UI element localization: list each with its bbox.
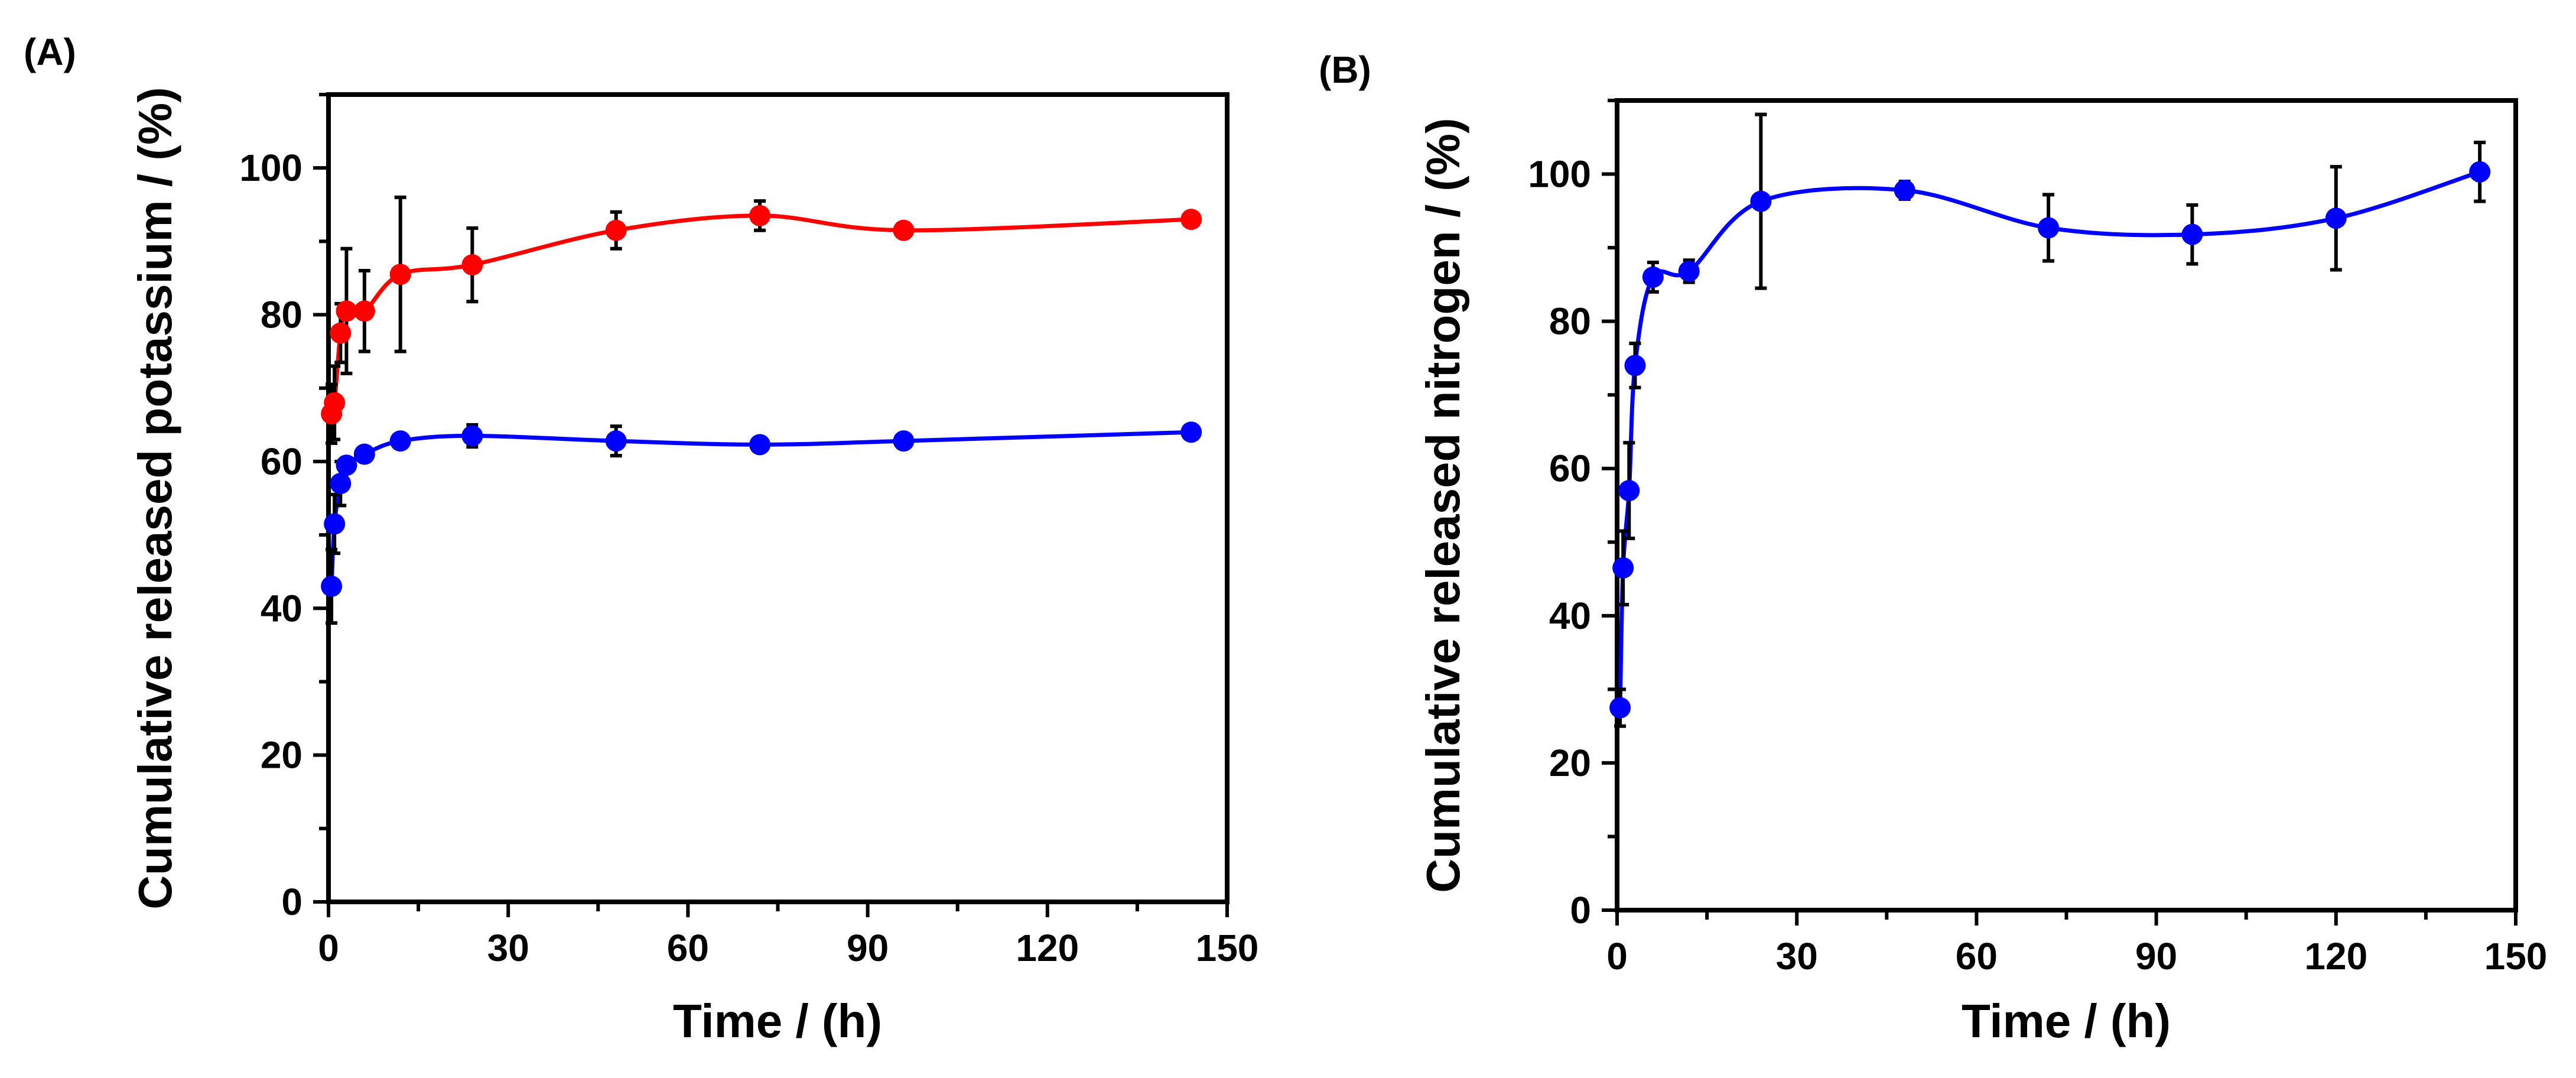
chart-panel-b: (B) 0 30 60 90 120 150 0 20 40 60 80 100 Time / (h) Cu… xyxy=(1319,48,2547,1047)
series-blue xyxy=(1609,112,2491,728)
data-point xyxy=(605,219,627,241)
data-point xyxy=(605,430,627,452)
y-axis-title: Cumulative released potassium / (%) xyxy=(129,87,181,910)
y-tick-label: 60 xyxy=(1549,447,1591,490)
x-tick-label: 120 xyxy=(2304,935,2367,978)
series-red xyxy=(321,195,1202,445)
y-tick-label: 0 xyxy=(1570,889,1591,931)
data-point xyxy=(353,300,375,322)
data-point xyxy=(324,513,346,535)
x-tick-label: 150 xyxy=(1196,927,1259,969)
x-tick-label: 90 xyxy=(2135,935,2177,978)
data-point xyxy=(321,576,343,598)
y-axis-title: Cumulative released nitrogen / (%) xyxy=(1417,118,1469,892)
y-tick-label: 100 xyxy=(239,147,303,189)
data-point xyxy=(893,430,915,452)
x-tick-label: 0 xyxy=(318,927,339,969)
y-tick-label: 0 xyxy=(281,881,303,923)
y-tick-label: 80 xyxy=(1549,300,1591,343)
data-point xyxy=(353,443,375,465)
data-point xyxy=(749,204,771,226)
data-point xyxy=(1618,480,1640,502)
y-tick-label: 40 xyxy=(261,587,303,629)
data-point xyxy=(2469,161,2491,183)
data-point xyxy=(461,254,483,276)
y-tick-label: 40 xyxy=(1549,595,1591,637)
panel-label: (A) xyxy=(24,31,76,73)
data-point xyxy=(1894,179,1915,201)
data-point xyxy=(1624,355,1646,376)
y-tick-label: 20 xyxy=(261,734,303,777)
data-point xyxy=(1609,697,1631,719)
x-tick-label: 0 xyxy=(1606,935,1628,978)
x-tick-label: 120 xyxy=(1016,927,1079,969)
y-tick-label: 80 xyxy=(261,294,303,336)
data-point xyxy=(2181,223,2203,245)
data-point xyxy=(1180,421,1202,443)
data-point xyxy=(461,425,483,447)
data-point xyxy=(1642,266,1664,288)
x-tick-label: 150 xyxy=(2484,935,2548,978)
chart-panel-a: (A) 0 30 60 90 120 150 0 20 40 60 80 100 Time / (h) Cu… xyxy=(24,31,1258,1047)
series-line xyxy=(329,213,1192,415)
data-point xyxy=(1180,209,1202,230)
data-point xyxy=(330,322,352,344)
y-tick-label: 100 xyxy=(1528,153,1591,196)
x-tick-label: 60 xyxy=(667,927,709,969)
data-point xyxy=(324,392,346,414)
data-point xyxy=(389,430,411,452)
data-point xyxy=(749,434,771,456)
data-point xyxy=(330,473,352,495)
data-point xyxy=(389,264,411,285)
data-point xyxy=(2325,207,2347,229)
x-tick-label: 60 xyxy=(1956,935,1998,978)
x-tick-label: 30 xyxy=(487,927,529,969)
x-tick-label: 30 xyxy=(1776,935,1818,978)
series-blue xyxy=(321,421,1202,625)
series-line xyxy=(329,430,1192,587)
y-tick-label: 60 xyxy=(261,440,303,483)
data-point xyxy=(893,219,915,241)
panel-label: (B) xyxy=(1319,48,1371,91)
plot-frame xyxy=(1615,98,2518,913)
data-point xyxy=(2038,217,2060,239)
data-point xyxy=(1750,190,1772,212)
data-point xyxy=(1678,260,1700,282)
y-tick-label: 20 xyxy=(1549,742,1591,784)
data-point xyxy=(336,454,357,476)
x-tick-label: 90 xyxy=(847,927,889,969)
data-point xyxy=(336,300,357,322)
x-axis-title: Time / (h) xyxy=(1962,995,2171,1047)
data-point xyxy=(1612,557,1634,579)
x-axis-title: Time / (h) xyxy=(673,995,882,1047)
